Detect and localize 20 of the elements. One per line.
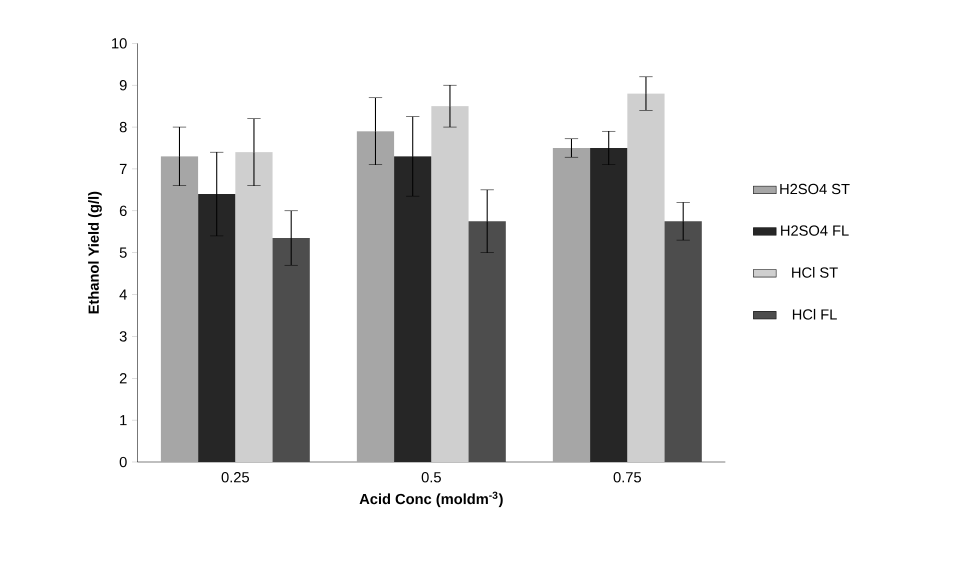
y-tick-label: 7 <box>120 164 127 174</box>
legend-label: H2SO4 ST <box>780 184 850 194</box>
legend-label: H2SO4 FL <box>781 225 849 236</box>
y-tick-label: 3 <box>120 331 127 342</box>
y-axis-title: Ethanol Yield (g/l) <box>88 192 102 314</box>
y-tick-label: 4 <box>119 289 127 300</box>
y-tick-label: 2 <box>120 373 127 384</box>
legend-label: HCl ST <box>792 266 838 278</box>
y-tick-label: 5 <box>120 248 127 258</box>
x-tick-label: 0.5 <box>422 472 441 482</box>
legend-label: HCl FL <box>792 308 837 320</box>
x-tick-label: 0.75 <box>614 472 641 482</box>
y-tick-label: 10 <box>112 38 127 49</box>
y-tick-label: 9 <box>120 80 127 90</box>
y-tick-label: 0 <box>120 456 127 468</box>
y-tick-label: 8 <box>120 122 127 132</box>
x-tick-label: 0.25 <box>222 472 249 482</box>
y-tick-label: 1 <box>120 415 127 426</box>
x-axis-title: Acid Conc (moldm$^{-3}$) <box>360 492 503 508</box>
y-tick-label: 6 <box>120 206 127 216</box>
